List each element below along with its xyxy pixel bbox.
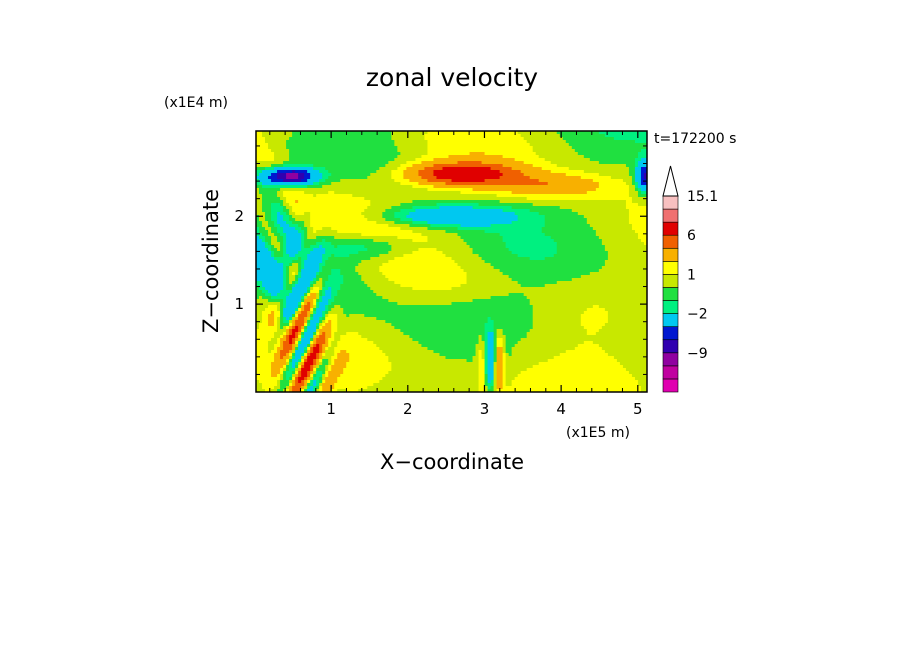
colorbar-segment	[662, 300, 679, 314]
colorbar-segment	[662, 261, 679, 275]
colorbar-label: 1	[687, 267, 696, 283]
colorbar-segment	[662, 221, 679, 236]
colorbar-label: −2	[687, 307, 708, 323]
x-unit-label: (x1E5 m)	[566, 425, 630, 441]
y-axis: 12	[234, 145, 647, 375]
y-unit-label: (x1E4 m)	[164, 95, 228, 111]
colorbar-segment	[662, 274, 679, 288]
colorbar-segment	[662, 352, 679, 367]
colorbar-segment	[662, 287, 679, 301]
x-tick-label: 5	[633, 400, 643, 418]
colorbar-overflow-arrow	[662, 165, 679, 197]
colorbar-segment	[662, 313, 679, 327]
colorbar-label: 15.1	[687, 189, 718, 205]
plot-frame	[255, 130, 648, 393]
y-tick-label: 2	[234, 207, 244, 225]
colorbar-segment	[662, 247, 679, 262]
x-tick-label: 1	[326, 400, 336, 418]
velocity-field	[256, 131, 647, 392]
colorbar-segment	[662, 208, 679, 223]
x-axis: 1 2 3 4 5	[269, 131, 643, 418]
colorbar-segment	[662, 339, 679, 354]
colorbar-label: 6	[687, 228, 696, 244]
x-tick-label: 2	[403, 400, 413, 418]
colorbar-segment	[662, 326, 679, 341]
colorbar-segment	[662, 378, 679, 393]
x-axis-label: X−coordinate	[380, 450, 524, 474]
y-tick-label: 1	[234, 295, 244, 313]
x-tick-label: 4	[556, 400, 566, 418]
colorbar: 15.1 6 1 −2 −9	[662, 165, 718, 393]
colorbar-segment	[662, 234, 679, 249]
colorbar-segment	[662, 365, 679, 380]
chart-title: zonal velocity	[366, 63, 538, 92]
time-label: t=172200 s	[654, 131, 736, 147]
colorbar-segment	[662, 195, 679, 210]
x-tick-label: 3	[480, 400, 490, 418]
colorbar-label: −9	[687, 346, 708, 362]
y-axis-label: Z−coordinate	[199, 189, 223, 333]
